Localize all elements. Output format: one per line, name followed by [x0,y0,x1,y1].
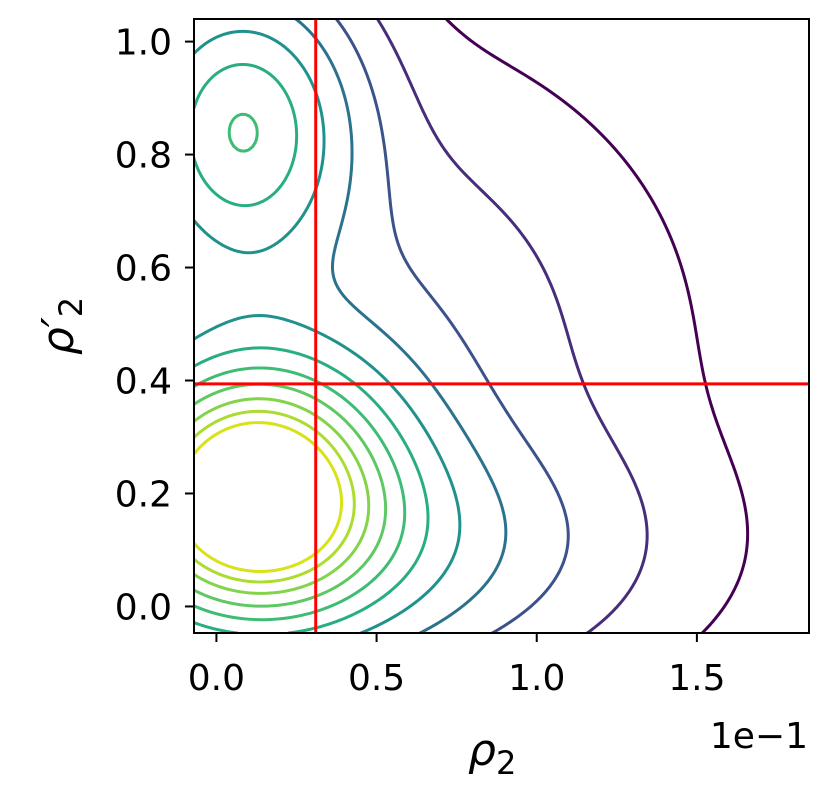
x-axis-label: ρ2 [468,725,516,782]
x-axis-ticks: 0.0 0.5 1.0 1.5 [188,633,726,699]
y-tick-label: 0.6 [115,249,172,290]
x-tick-label: 0.5 [348,658,405,699]
reference-lines [194,19,809,633]
x-tick-label: 1.5 [668,658,725,699]
contour-lines [194,19,750,633]
y-axis-ticks: 0.0 0.2 0.4 0.6 0.8 1.0 [115,23,194,628]
contour-level-10 [194,409,356,584]
y-tick-label: 1.0 [115,23,172,64]
contour-level-2 [375,19,649,633]
x-offset-label: 1e−1 [710,716,808,757]
contour-level-8 [194,382,388,608]
y-tick-label: 0.4 [115,362,172,403]
y-tick-label: 0.0 [115,587,172,628]
y-tick-label: 0.8 [115,136,172,177]
y-tick-label: 0.2 [115,474,172,515]
contour-level-11 [194,421,344,573]
x-tick-label: 0.0 [188,658,245,699]
x-tick-label: 1.0 [508,658,565,699]
plot-frame [193,18,810,634]
contour-level-6 [194,62,430,633]
